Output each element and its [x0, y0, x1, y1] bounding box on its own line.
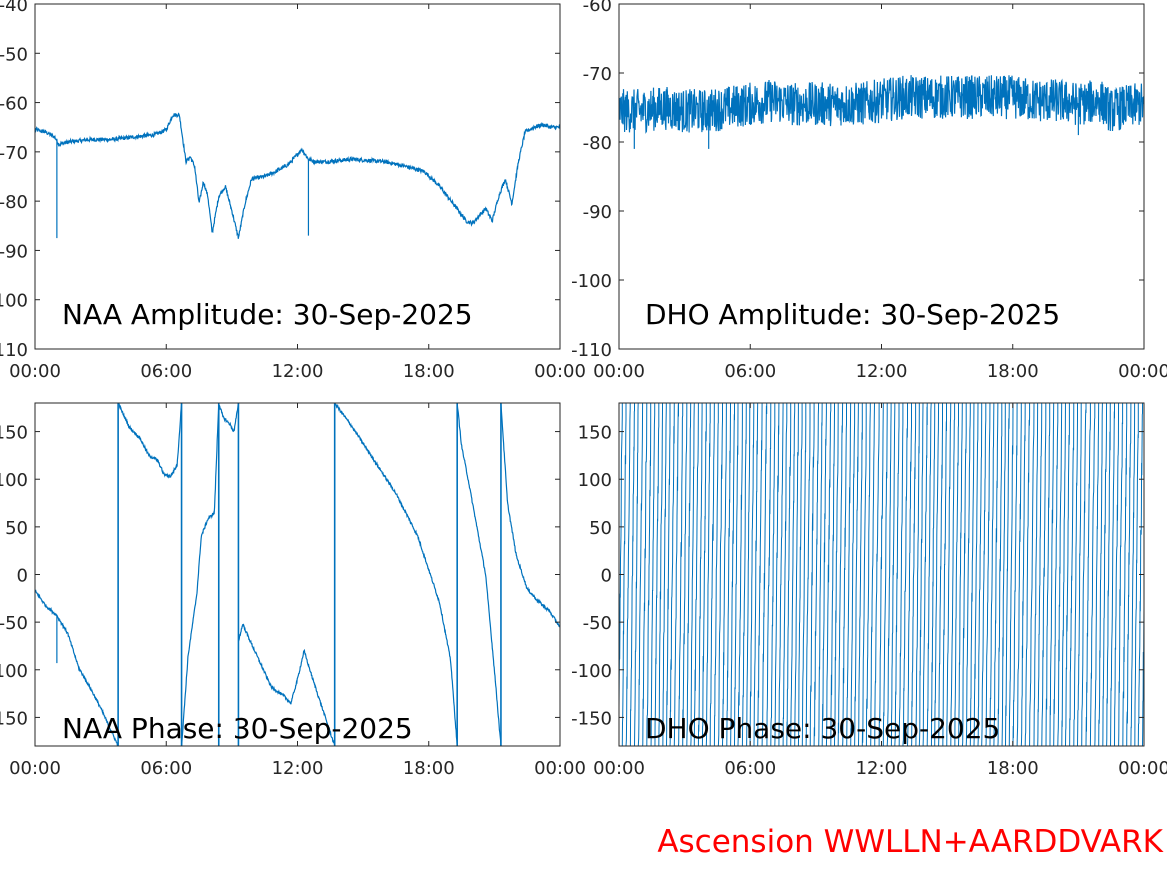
- dho-phase-line: [619, 403, 1144, 746]
- x-tick-label: 06:00: [724, 758, 776, 779]
- naa-amplitude-panel: 00:0006:0012:0018:0000:00-110-100-90-80-…: [0, 0, 586, 382]
- y-tick-label: -70: [583, 64, 612, 85]
- x-tick-label: 18:00: [987, 361, 1039, 382]
- naa-phase-panel: 00:00 06:00 12:00 18:00 00:00 -150 -100 -50 0 50 1…: [0, 402, 586, 779]
- y-tick-label: -90: [0, 241, 28, 262]
- y-tick-label: -50: [583, 613, 612, 634]
- y-tick-label: -40: [0, 0, 28, 16]
- y-tick-label: 100: [0, 470, 28, 491]
- x-tick-label: 18:00: [987, 758, 1039, 779]
- x-tick-label: 00:00: [1118, 758, 1167, 779]
- y-tick-label: 0: [601, 566, 612, 587]
- y-tick-label: -60: [0, 94, 28, 115]
- y-tick-label: -70: [0, 143, 28, 164]
- dho-amplitude-panel: 00:00 06:00 12:00 18:00 00:00-110-100-90-80-…: [571, 0, 1167, 382]
- y-tick-label: 0: [17, 566, 28, 587]
- y-tick-label: -50: [0, 613, 28, 634]
- x-tick-label: 06:00: [724, 361, 776, 382]
- y-tick-label: -90: [583, 202, 612, 223]
- naa-phase-segment: [218, 403, 239, 433]
- x-tick-label: 06:00: [140, 361, 192, 382]
- x-tick-label: 18:00: [403, 361, 455, 382]
- x-tick-label: 12:00: [856, 361, 908, 382]
- y-tick-label: -80: [0, 192, 28, 213]
- y-tick-label: -100: [0, 291, 28, 312]
- x-tick-label: 12:00: [272, 361, 324, 382]
- panel-title: NAA Amplitude: 30-Sep-2025: [62, 298, 473, 331]
- x-tick-label: 00:00: [1118, 361, 1167, 382]
- x-tick-label: 00:00: [9, 361, 61, 382]
- naa-phase-segment: [35, 589, 119, 746]
- x-tick-label: 00:00: [534, 758, 586, 779]
- y-tick-label: -60: [583, 0, 612, 16]
- y-tick-label: -150: [0, 708, 28, 729]
- x-tick-label: 00:00: [593, 361, 645, 382]
- y-tick-label: -100: [571, 271, 612, 292]
- y-tick-label: 150: [0, 423, 28, 444]
- x-tick-label: 00:00: [9, 758, 61, 779]
- panel-title: NAA Phase: 30-Sep-2025: [62, 712, 413, 745]
- y-tick-label: -80: [583, 133, 612, 154]
- x-tick-label: 00:00: [534, 361, 586, 382]
- naa-phase-segment: [500, 403, 560, 628]
- naa-amplitude-segment: [35, 112, 560, 239]
- naa-phase-segment: [181, 403, 220, 746]
- y-tick-label: -150: [571, 708, 612, 729]
- panel-title: DHO Phase: 30-Sep-2025: [645, 712, 1000, 745]
- y-tick-label: -110: [0, 340, 28, 361]
- x-tick-label: 12:00: [856, 758, 908, 779]
- x-tick-label: 06:00: [140, 758, 192, 779]
- y-tick-label: 100: [578, 470, 612, 491]
- y-tick-label: 150: [578, 423, 612, 444]
- y-tick-label: -110: [571, 340, 612, 361]
- dho-amplitude-segment: [619, 75, 1144, 134]
- panel-title: DHO Amplitude: 30-Sep-2025: [645, 298, 1060, 331]
- dho-phase-panel: 00:00 06:00 12:00 18:00 00:00 -150 -100 -50 0 50 1…: [571, 402, 1167, 779]
- x-tick-label: 00:00: [593, 758, 645, 779]
- station-label: Ascension WWLLN+AARDDVARK: [657, 824, 1163, 860]
- axes-box: [34, 402, 561, 747]
- x-tick-label: 12:00: [272, 758, 324, 779]
- naa-phase-segment: [334, 403, 458, 746]
- naa-phase-segment: [118, 403, 183, 479]
- y-tick-label: -100: [571, 661, 612, 682]
- y-tick-label: 50: [589, 518, 612, 539]
- naa-phase-segment: [456, 403, 502, 746]
- y-tick-label: 50: [5, 518, 28, 539]
- y-tick-label: -50: [0, 44, 28, 65]
- naa-phase-segment: [237, 623, 336, 746]
- y-tick-label: -100: [0, 661, 28, 682]
- x-tick-label: 18:00: [403, 758, 455, 779]
